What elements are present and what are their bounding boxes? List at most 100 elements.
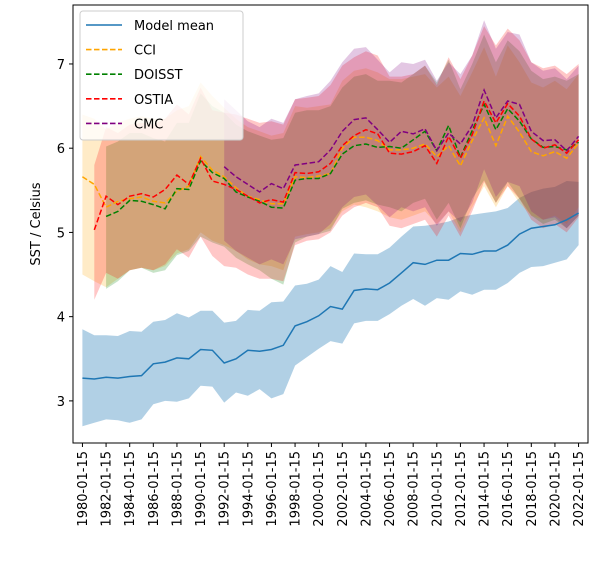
model-mean-point: [436, 259, 438, 261]
cmc-point: [365, 117, 367, 119]
ostia-point: [412, 151, 414, 153]
ostia-point: [566, 152, 568, 154]
cmc-point: [460, 143, 462, 145]
ostia-point: [176, 174, 178, 176]
ostia-point: [235, 189, 237, 191]
model-mean-point: [235, 358, 237, 360]
legend: Model mean CCI DOISST OSTIA CMC: [79, 10, 244, 141]
model-mean-point: [377, 289, 379, 291]
ostia-point: [188, 184, 190, 186]
cmc-point: [531, 131, 533, 133]
doisst-point: [153, 204, 155, 206]
uncertainty-bands: [82, 20, 579, 427]
cci-point: [318, 175, 320, 177]
doisst-point: [519, 120, 521, 122]
model-mean-point: [82, 377, 84, 379]
ostia-point: [271, 199, 273, 201]
cmc-line: [223, 87, 580, 193]
model-mean-point: [531, 227, 533, 229]
x-tick-label: 2002-01-15: [336, 451, 351, 527]
ostia-point: [330, 163, 332, 165]
x-tick-label: 2008-01-15: [407, 451, 422, 527]
model-mean-point: [424, 264, 426, 266]
ostia-point: [495, 122, 497, 124]
x-tick-label: 2022-01-15: [572, 451, 587, 527]
cci-point: [424, 143, 426, 145]
cmc-point: [389, 142, 391, 144]
cmc-point: [578, 136, 580, 138]
x-tick-label: 1998-01-15: [289, 451, 304, 527]
cmc-point: [401, 131, 403, 133]
cci-point: [377, 140, 379, 142]
ostia-point: [389, 152, 391, 154]
cci-point: [507, 115, 509, 117]
doisst-point: [294, 179, 296, 181]
model-mean-point: [188, 358, 190, 360]
model-mean-point: [318, 315, 320, 317]
ostia-point: [353, 135, 355, 137]
model-mean-point: [507, 244, 509, 246]
model-mean-point: [223, 362, 225, 364]
doisst-point: [117, 211, 119, 213]
doisst-point: [353, 145, 355, 147]
cmc-band: [224, 20, 579, 265]
cci-point: [153, 201, 155, 203]
ostia-point: [259, 202, 261, 204]
model-mean-point: [554, 224, 556, 226]
model-mean-point: [353, 290, 355, 292]
x-tick-label: 2010-01-15: [430, 451, 445, 527]
doisst-point: [164, 208, 166, 210]
cci-point: [471, 140, 473, 142]
cci-point: [483, 117, 485, 119]
doisst-point: [495, 129, 497, 131]
cmc-point: [330, 149, 332, 151]
ostia-point: [483, 100, 485, 102]
model-mean-point: [460, 253, 462, 255]
model-mean-point: [129, 376, 131, 378]
y-tick-label: 5: [57, 226, 65, 241]
model-mean-point: [542, 226, 544, 228]
y-tick-label: 4: [57, 311, 65, 326]
cci-point: [235, 187, 237, 189]
x-tick-label: 1980-01-15: [76, 451, 91, 527]
doisst-point: [141, 201, 143, 203]
ostia-point: [212, 180, 214, 182]
y-tick-label: 6: [57, 142, 65, 157]
ostia-point: [460, 158, 462, 160]
ostia-point: [117, 204, 119, 206]
cmc-point: [554, 139, 556, 141]
y-axis: 3 4 5 6 7: [57, 58, 73, 410]
cmc-point: [223, 166, 225, 168]
cci-line: [81, 114, 580, 209]
ostia-point: [294, 172, 296, 174]
cci-point: [94, 184, 96, 186]
cmc-point: [436, 150, 438, 152]
x-tick-label: 2016-01-15: [501, 451, 516, 527]
x-tick-label: 2018-01-15: [525, 451, 540, 527]
cci-point: [141, 196, 143, 198]
model-mean-point: [412, 262, 414, 264]
ostia-point: [365, 129, 367, 131]
model-mean-point: [401, 272, 403, 274]
doisst-point: [507, 108, 509, 110]
cci-point: [117, 201, 119, 203]
cci-point: [531, 151, 533, 153]
cci-point: [412, 147, 414, 149]
x-tick-label: 1990-01-15: [194, 451, 209, 527]
doisst-point: [176, 188, 178, 190]
x-tick-label: 1982-01-15: [100, 451, 115, 527]
y-axis-label: SST / Celsius: [29, 182, 44, 265]
cci-point: [105, 206, 107, 208]
x-tick-label: 1984-01-15: [123, 451, 138, 527]
cmc-point: [342, 131, 344, 133]
y-tick-label: 3: [57, 395, 65, 410]
ostia-point: [153, 196, 155, 198]
series-lines: [81, 87, 580, 380]
cci-point: [271, 203, 273, 205]
model-mean-point: [365, 288, 367, 290]
legend-items: Model mean CCI DOISST OSTIA CMC: [86, 19, 214, 132]
cmc-point: [471, 125, 473, 127]
cci-point: [212, 169, 214, 171]
ostia-point: [401, 153, 403, 155]
cci-point: [436, 156, 438, 158]
